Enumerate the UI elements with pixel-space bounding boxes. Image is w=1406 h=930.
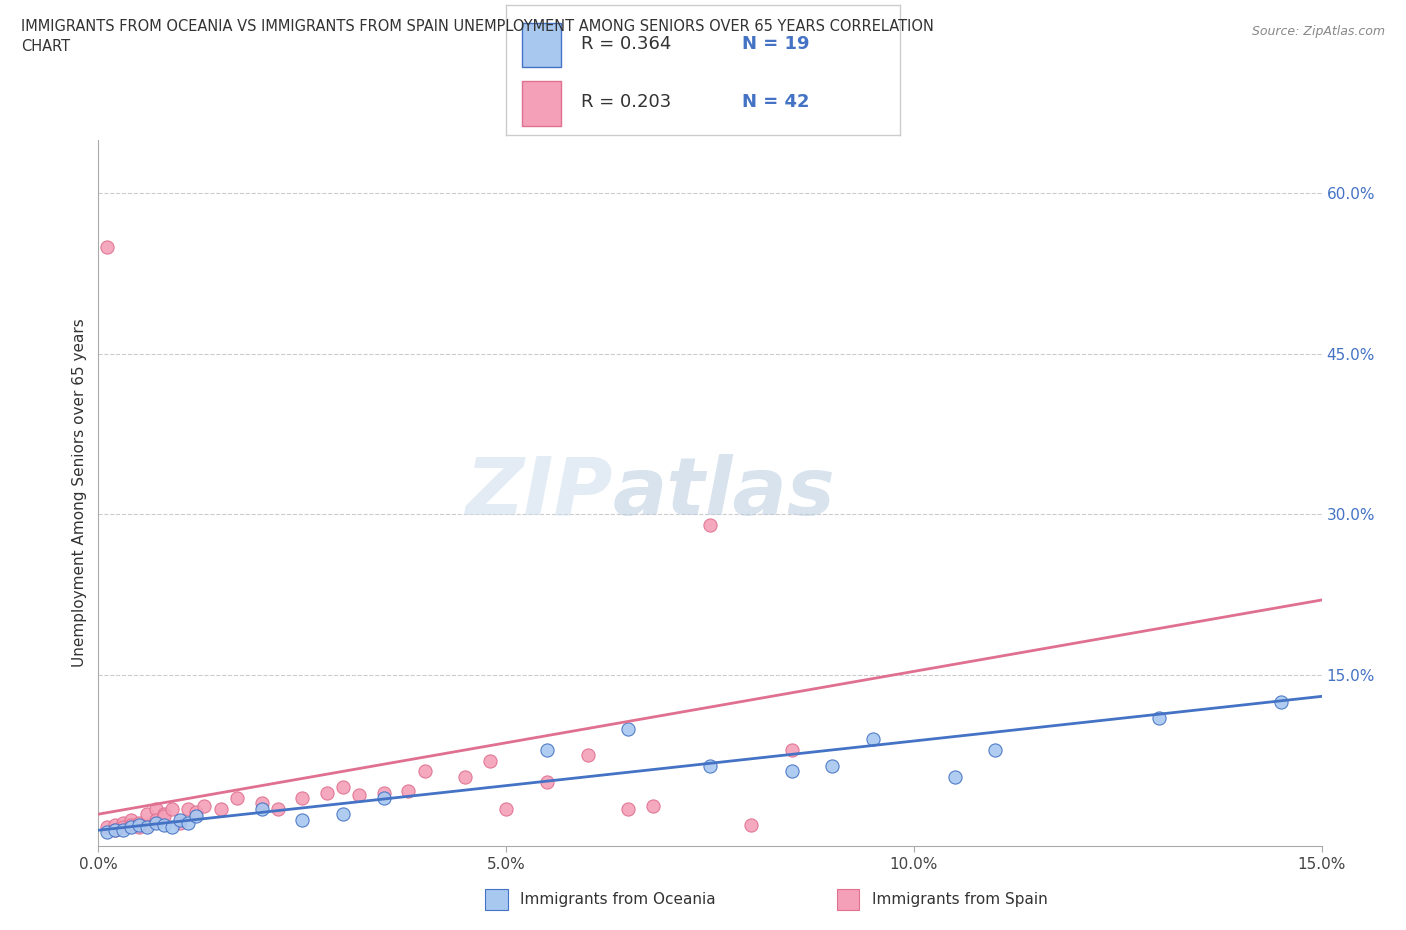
Point — [186, 809, 208, 824]
Point — [373, 785, 395, 800]
Text: Immigrants from Spain: Immigrants from Spain — [872, 892, 1047, 907]
Point — [780, 742, 803, 757]
Point — [332, 780, 354, 795]
Point — [193, 798, 215, 813]
Point — [128, 816, 150, 830]
Point — [740, 817, 762, 832]
Point — [136, 817, 159, 832]
Point — [315, 785, 337, 800]
Bar — [522, 82, 561, 126]
Point — [699, 759, 721, 774]
Point — [104, 817, 127, 832]
Point — [104, 823, 127, 838]
Text: Source: ZipAtlas.com: Source: ZipAtlas.com — [1251, 25, 1385, 38]
Point — [373, 790, 395, 805]
Point — [332, 806, 354, 821]
Point — [152, 809, 174, 824]
Point — [120, 812, 142, 827]
Point — [120, 817, 142, 832]
Point — [152, 806, 174, 821]
Point — [226, 790, 249, 805]
Point — [169, 816, 191, 830]
Point — [177, 816, 200, 830]
Point — [111, 816, 134, 830]
Point — [111, 823, 134, 838]
Point — [349, 788, 371, 803]
Point — [1147, 711, 1170, 725]
Point — [120, 819, 142, 834]
Point — [536, 742, 558, 757]
Point — [413, 764, 436, 778]
Point — [160, 819, 183, 834]
Point — [984, 742, 1007, 757]
Point — [104, 823, 127, 838]
Point — [177, 802, 200, 817]
Point — [780, 764, 803, 778]
Point — [209, 802, 232, 817]
Point — [291, 812, 314, 827]
Point — [495, 802, 517, 817]
Point — [617, 721, 640, 736]
Point — [96, 239, 118, 254]
Point — [454, 769, 477, 784]
Point — [250, 802, 273, 817]
Text: ZIP: ZIP — [465, 454, 612, 532]
Point — [291, 790, 314, 805]
Point — [250, 796, 273, 811]
Point — [478, 753, 501, 768]
Point — [111, 819, 134, 834]
Text: R = 0.203: R = 0.203 — [581, 93, 671, 112]
Point — [96, 819, 118, 834]
Point — [128, 819, 150, 834]
Point — [396, 783, 419, 798]
Point — [145, 802, 167, 817]
Point — [186, 804, 208, 819]
Point — [576, 748, 599, 763]
Text: Immigrants from Oceania: Immigrants from Oceania — [520, 892, 716, 907]
Point — [536, 775, 558, 790]
Text: N = 19: N = 19 — [742, 34, 810, 53]
Point — [821, 759, 844, 774]
Bar — [522, 23, 561, 67]
Point — [96, 825, 118, 840]
Text: atlas: atlas — [612, 454, 835, 532]
Y-axis label: Unemployment Among Seniors over 65 years: Unemployment Among Seniors over 65 years — [72, 319, 87, 668]
Point — [160, 802, 183, 817]
Text: R = 0.364: R = 0.364 — [581, 34, 671, 53]
Point — [145, 812, 167, 827]
Point — [862, 732, 884, 747]
Point — [136, 819, 159, 834]
Point — [145, 816, 167, 830]
Text: CHART: CHART — [21, 39, 70, 54]
Text: IMMIGRANTS FROM OCEANIA VS IMMIGRANTS FROM SPAIN UNEMPLOYMENT AMONG SENIORS OVER: IMMIGRANTS FROM OCEANIA VS IMMIGRANTS FR… — [21, 19, 934, 33]
Point — [1270, 695, 1292, 710]
Text: N = 42: N = 42 — [742, 93, 810, 112]
Point — [699, 518, 721, 533]
Point — [136, 806, 159, 821]
Point — [128, 817, 150, 832]
Point — [267, 802, 290, 817]
Point — [617, 802, 640, 817]
Point — [152, 817, 174, 832]
Point — [169, 812, 191, 827]
Point — [641, 798, 664, 813]
Point — [943, 769, 966, 784]
